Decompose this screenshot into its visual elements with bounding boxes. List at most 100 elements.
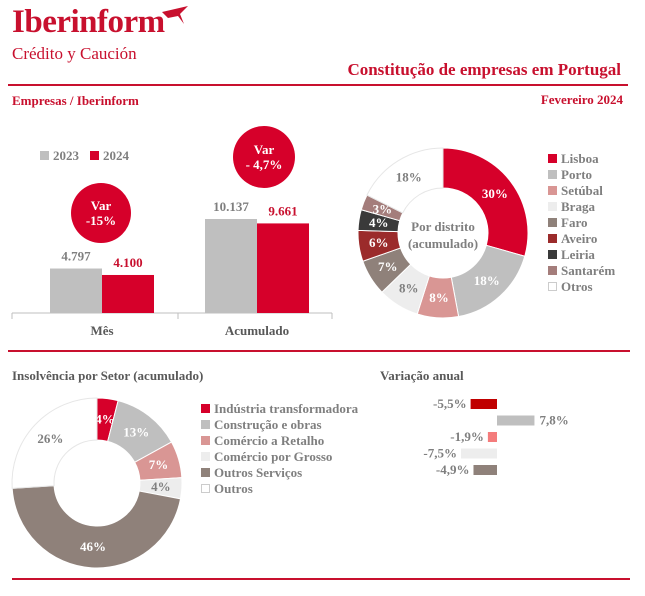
section-title-insolvencia: Insolvência por Setor (acumulado) — [12, 368, 204, 383]
category-label: Mês — [90, 323, 113, 338]
sector-legend: Indústria transformadora Construção e obr… — [201, 401, 358, 497]
slice-label: 46% — [80, 539, 106, 554]
brand-subtitle: Crédito y Caución — [12, 44, 137, 63]
section-title-variacao: Variação anual — [380, 368, 464, 383]
legend-item: Braga — [548, 199, 615, 215]
legend-swatch — [201, 452, 210, 461]
legend-label: Lisboa — [561, 151, 599, 166]
legend-item: Setúbal — [548, 183, 615, 199]
slice-lisboa — [442, 147, 529, 257]
legend-label: 2024 — [103, 148, 129, 163]
legend-item: Construção e obras — [201, 417, 358, 433]
legend-label: Setúbal — [561, 183, 603, 198]
slice-label: 7% — [378, 259, 398, 274]
slice-label: 18% — [396, 170, 422, 185]
bar-2024 — [102, 274, 154, 313]
legend-item: Faro — [548, 215, 615, 231]
slice-label: 6% — [369, 235, 389, 250]
section-title-empresas: Empresas / Iberinform — [12, 93, 139, 108]
legend-label: 2023 — [53, 148, 79, 163]
legend-swatch — [548, 170, 557, 179]
slice-label: 7% — [149, 457, 169, 472]
legend-label: Aveiro — [561, 231, 598, 246]
variation-bar — [470, 399, 497, 409]
divider — [8, 84, 628, 86]
district-legend: Lisboa Porto Setúbal Braga Faro Aveiro Leiria S… — [548, 151, 615, 295]
slice-label: 30% — [482, 186, 508, 201]
slice-label: 13% — [123, 424, 149, 439]
legend-label: Indústria transformadora — [214, 401, 359, 416]
legend-2024: 2024 — [90, 148, 129, 164]
legend-item: Outros Serviços — [201, 465, 358, 481]
legend-label: Outros — [214, 481, 253, 496]
legend-label: Comércio por Grosso — [214, 449, 333, 464]
date-label: Fevereiro 2024 — [540, 92, 623, 107]
bar-label: 4.100 — [113, 255, 142, 270]
legend-label: Porto — [561, 167, 593, 182]
divider — [8, 350, 630, 352]
legend-label: Otros — [561, 279, 593, 294]
bar-label: 10.137 — [213, 199, 249, 214]
var-bubble-mes: Var -15% — [71, 183, 131, 243]
bar-label: 9.661 — [268, 203, 297, 218]
slice-label: 18% — [474, 273, 500, 288]
legend-item: Indústria transformadora — [201, 401, 358, 417]
legend-swatch — [201, 484, 210, 493]
legend-swatch — [201, 420, 210, 429]
bar-2023 — [50, 268, 102, 313]
legend-label: Comércio a Retalho — [214, 433, 325, 448]
legend-label: Construção e obras — [214, 417, 322, 432]
legend-swatch — [548, 202, 557, 211]
variation-label: -1,9% — [450, 429, 484, 444]
variation-bar — [461, 448, 497, 459]
legend-label: Faro — [561, 215, 588, 230]
legend-item: Porto — [548, 167, 615, 183]
legend-swatch — [548, 186, 557, 195]
variation-bar — [487, 432, 497, 442]
category-label: Acumulado — [225, 323, 289, 338]
slice-label: 8% — [429, 290, 449, 305]
legend-swatch — [548, 282, 557, 291]
district-donut: 30%18%8%8%7%6%4%3%18%Por distrito(acumul… — [357, 147, 529, 319]
bar-label: 4.797 — [61, 249, 91, 264]
variation-label: -7,5% — [423, 446, 457, 461]
variation-label: -4,9% — [436, 462, 470, 477]
legend-swatch — [548, 266, 557, 275]
legend-item: Lisboa — [548, 151, 615, 167]
var-bubble-acumulado: Var - 4,7% — [233, 126, 295, 188]
plane-icon — [162, 6, 188, 24]
legend-label: Santarém — [561, 263, 616, 278]
bar-2024 — [257, 223, 309, 313]
legend-item: Otros — [548, 279, 615, 295]
slice-label: 26% — [37, 431, 63, 446]
donut-center-label: (acumulado) — [408, 236, 478, 251]
variation-label: -5,5% — [433, 396, 467, 411]
legend-item: Outros — [201, 481, 358, 497]
bar-2023 — [205, 219, 257, 313]
legend-label: Outros Serviços — [214, 465, 303, 480]
slice-label: 4% — [369, 215, 389, 230]
sector-donut: 4% 13% 7% 4% 46% 26% — [11, 397, 183, 569]
slice-outros-serviços — [11, 485, 182, 569]
brand-logo: Iberinform — [12, 4, 165, 40]
legend-item: Aveiro — [548, 231, 615, 247]
legend-2023: 2023 — [40, 148, 79, 164]
legend-swatch — [548, 250, 557, 259]
legend-item: Santarém — [548, 263, 615, 279]
divider — [12, 578, 630, 580]
legend-item: Comércio por Grosso — [201, 449, 358, 465]
slice-label: 4% — [95, 412, 115, 427]
donut-center-label: Por distrito — [411, 219, 475, 234]
legend-label: Braga — [561, 199, 595, 214]
legend-swatch — [201, 468, 210, 477]
legend-swatch — [548, 234, 557, 243]
legend-label: Leiria — [561, 247, 595, 262]
variation-bar — [497, 415, 535, 426]
slice-label: 8% — [399, 280, 419, 295]
bar-chart: 4.797 4.100 Mês 10.137 9.661 Acumulado — [11, 199, 333, 338]
legend-swatch — [201, 436, 210, 445]
annual-variation-chart: -5,5% 7,8% -1,9% -7,5%-4,9% — [423, 396, 568, 477]
slice-outros — [11, 397, 98, 489]
slice-otros — [366, 147, 444, 214]
